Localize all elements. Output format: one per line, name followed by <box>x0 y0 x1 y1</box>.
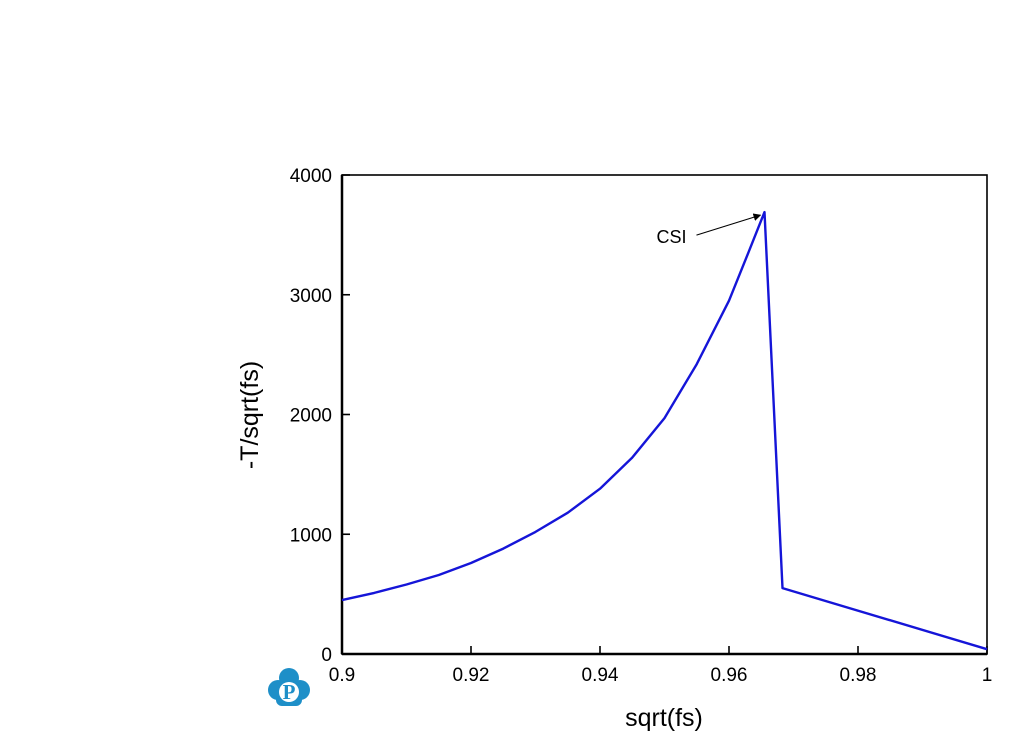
x-tick-label: 0.98 <box>840 665 877 686</box>
y-ticks: 0 1000 2000 3000 4000 <box>290 166 350 666</box>
y-tick-label: 3000 <box>290 286 332 307</box>
annotation-label: CSI <box>656 227 686 247</box>
annotation-arrow <box>696 213 762 236</box>
y-tick-label: 1000 <box>290 525 332 546</box>
y-tick-label: 2000 <box>290 406 332 427</box>
x-axis-title: sqrt(fs) <box>625 704 703 732</box>
x-tick-label: 0.96 <box>711 665 748 686</box>
logo-letter: P <box>283 680 296 704</box>
series-line <box>341 210 988 651</box>
y-tick-label: 4000 <box>290 166 332 187</box>
x-tick-label: 0.9 <box>329 665 355 686</box>
x-tick-label: 0.94 <box>582 665 619 686</box>
y-axis-title: -T/sqrt(fs) <box>236 361 264 469</box>
y-tick-label: 0 <box>321 645 332 666</box>
publisher-logo: P <box>268 668 310 706</box>
annotations: CSI <box>656 213 762 247</box>
x-tick-label: 0.92 <box>453 665 490 686</box>
x-ticks: 0.9 0.92 0.94 0.96 0.98 1 <box>329 646 993 686</box>
x-tick-label: 1 <box>982 665 993 686</box>
